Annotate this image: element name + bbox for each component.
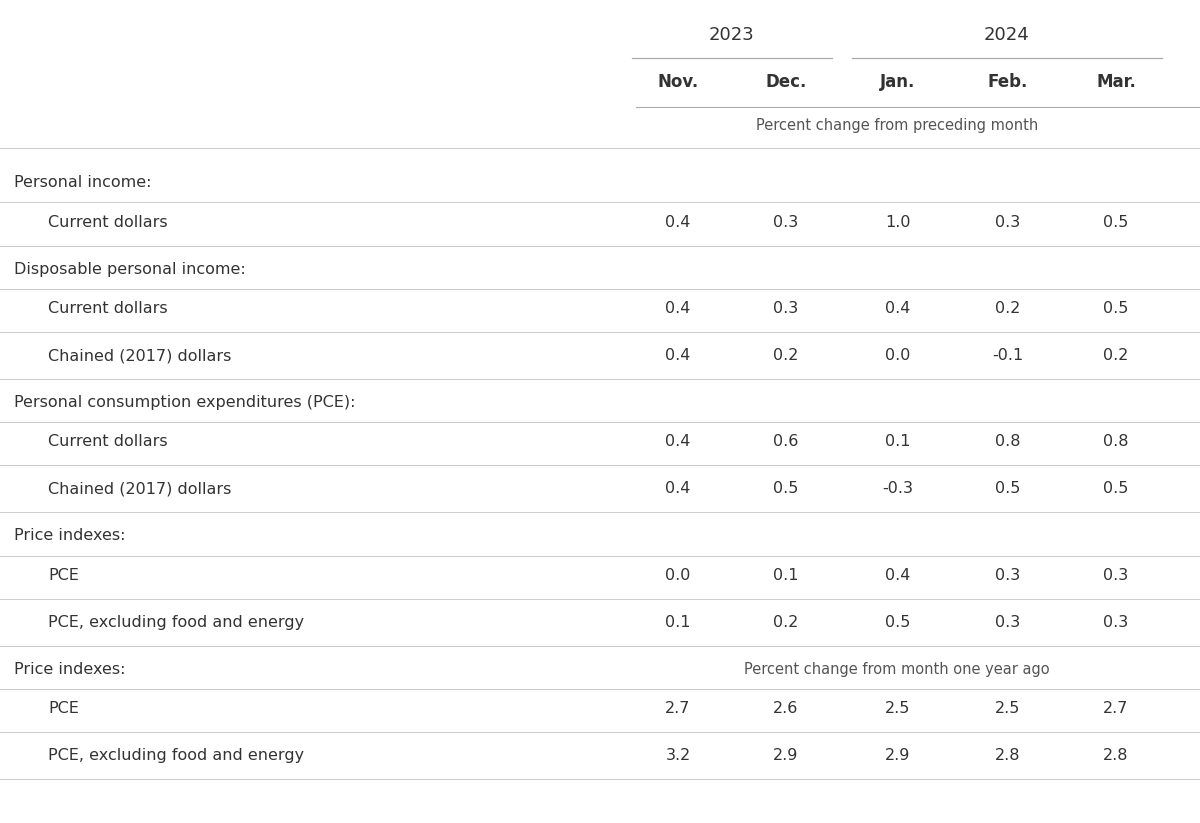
- Text: 0.8: 0.8: [1103, 435, 1129, 449]
- Text: 0.3: 0.3: [773, 301, 799, 316]
- Text: 0.5: 0.5: [995, 481, 1021, 496]
- Text: Chained (2017) dollars: Chained (2017) dollars: [48, 348, 232, 363]
- Text: 2.9: 2.9: [773, 748, 799, 763]
- Text: PCE, excluding food and energy: PCE, excluding food and energy: [48, 748, 304, 763]
- Text: Percent change from preceding month: Percent change from preceding month: [756, 118, 1038, 133]
- Text: 0.3: 0.3: [1103, 615, 1129, 630]
- Text: Nov.: Nov.: [658, 73, 698, 91]
- Text: Price indexes:: Price indexes:: [14, 662, 126, 677]
- Text: 0.4: 0.4: [665, 215, 691, 230]
- Text: 2024: 2024: [984, 26, 1030, 44]
- Text: Current dollars: Current dollars: [48, 215, 168, 230]
- Text: 2.8: 2.8: [995, 748, 1021, 763]
- Text: 0.5: 0.5: [1103, 481, 1129, 496]
- Text: Chained (2017) dollars: Chained (2017) dollars: [48, 481, 232, 496]
- Text: 0.0: 0.0: [884, 348, 911, 363]
- Text: 0.5: 0.5: [1103, 215, 1129, 230]
- Text: 0.3: 0.3: [773, 215, 799, 230]
- Text: 3.2: 3.2: [665, 748, 691, 763]
- Text: 2.6: 2.6: [773, 701, 799, 716]
- Text: 0.0: 0.0: [665, 568, 691, 583]
- Text: 0.1: 0.1: [665, 615, 691, 630]
- Text: 0.2: 0.2: [995, 301, 1021, 316]
- Text: 0.2: 0.2: [773, 615, 799, 630]
- Text: 0.4: 0.4: [884, 301, 911, 316]
- Text: 2.9: 2.9: [884, 748, 911, 763]
- Text: 2.5: 2.5: [995, 701, 1021, 716]
- Text: 0.2: 0.2: [773, 348, 799, 363]
- Text: Percent change from month one year ago: Percent change from month one year ago: [744, 662, 1050, 677]
- Text: 2023: 2023: [709, 26, 755, 44]
- Text: Dec.: Dec.: [766, 73, 806, 91]
- Text: 2.7: 2.7: [1103, 701, 1129, 716]
- Text: PCE: PCE: [48, 568, 79, 583]
- Text: 2.8: 2.8: [1103, 748, 1129, 763]
- Text: PCE: PCE: [48, 701, 79, 716]
- Text: 0.5: 0.5: [1103, 301, 1129, 316]
- Text: -0.3: -0.3: [882, 481, 913, 496]
- Text: Current dollars: Current dollars: [48, 435, 168, 449]
- Text: Disposable personal income:: Disposable personal income:: [14, 262, 246, 277]
- Text: 2.5: 2.5: [884, 701, 911, 716]
- Text: 0.4: 0.4: [665, 481, 691, 496]
- Text: 0.1: 0.1: [884, 435, 911, 449]
- Text: 0.3: 0.3: [995, 615, 1021, 630]
- Text: 0.3: 0.3: [995, 568, 1021, 583]
- Text: 0.4: 0.4: [884, 568, 911, 583]
- Text: PCE, excluding food and energy: PCE, excluding food and energy: [48, 615, 304, 630]
- Text: Personal consumption expenditures (PCE):: Personal consumption expenditures (PCE):: [14, 395, 356, 410]
- Text: -0.1: -0.1: [992, 348, 1024, 363]
- Text: 0.6: 0.6: [773, 435, 799, 449]
- Text: 0.4: 0.4: [665, 301, 691, 316]
- Text: 0.3: 0.3: [995, 215, 1021, 230]
- Text: 0.2: 0.2: [1103, 348, 1129, 363]
- Text: Current dollars: Current dollars: [48, 301, 168, 316]
- Text: 0.4: 0.4: [665, 348, 691, 363]
- Text: 0.1: 0.1: [773, 568, 799, 583]
- Text: Feb.: Feb.: [988, 73, 1028, 91]
- Text: 2.7: 2.7: [665, 701, 691, 716]
- Text: 0.3: 0.3: [1103, 568, 1129, 583]
- Text: Jan.: Jan.: [880, 73, 916, 91]
- Text: 1.0: 1.0: [884, 215, 911, 230]
- Text: Personal income:: Personal income:: [14, 175, 152, 190]
- Text: 0.5: 0.5: [884, 615, 911, 630]
- Text: 0.4: 0.4: [665, 435, 691, 449]
- Text: 0.8: 0.8: [995, 435, 1021, 449]
- Text: 0.5: 0.5: [773, 481, 799, 496]
- Text: Price indexes:: Price indexes:: [14, 528, 126, 543]
- Text: Mar.: Mar.: [1096, 73, 1136, 91]
